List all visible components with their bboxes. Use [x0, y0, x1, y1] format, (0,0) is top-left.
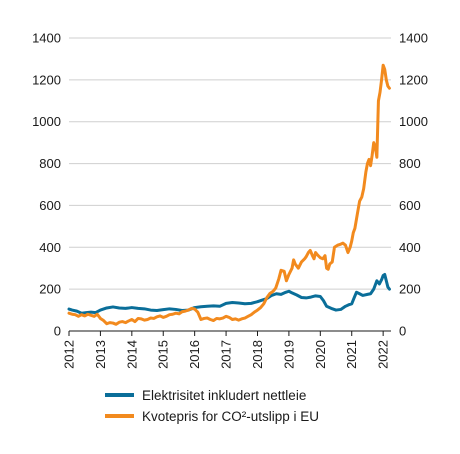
y-axis-left: 0 200 400 600 800 1000 1200 1400: [32, 31, 61, 339]
y-tick-label-right: 400: [399, 240, 421, 255]
y-tick-label-left: 0: [54, 324, 61, 339]
x-tick-label: 2012: [62, 340, 77, 369]
y-tick-label-right: 1000: [399, 114, 428, 129]
y-tick-label-left: 200: [39, 282, 61, 297]
y-tick-label-right: 200: [399, 282, 421, 297]
series-line-co2-price: [67, 63, 391, 326]
x-tick-label: 2013: [93, 340, 108, 369]
y-tick-label-right: 600: [399, 198, 421, 213]
x-axis: 2012 2013 2014 2015 2016 2017 2018 2019 2020 2021…: [62, 331, 391, 369]
x-tick-label: 2016: [187, 340, 202, 369]
y-tick-label-right: 1400: [399, 31, 428, 46]
x-tick-label: 2021: [344, 340, 359, 369]
y-tick-label-right: 0: [399, 324, 406, 339]
x-tick-label: 2015: [156, 340, 171, 369]
x-tick-label: 2017: [219, 340, 234, 369]
x-tick-label: 2019: [281, 340, 296, 369]
y-tick-label-left: 600: [39, 198, 61, 213]
y-tick-label-left: 800: [39, 156, 61, 171]
y-axis-right: 0 200 400 600 800 1000 1200 1400: [399, 31, 428, 339]
legend: Elektrisitet inkludert nettleie Kvotepris…: [105, 388, 319, 424]
x-tick-label: 2020: [313, 340, 328, 369]
y-tick-label-left: 1200: [32, 72, 61, 87]
grid-lines: [69, 37, 391, 332]
series-lines: [67, 63, 391, 326]
legend-label: Elektrisitet inkludert nettleie: [142, 388, 306, 403]
x-tick-label: 2018: [250, 340, 265, 369]
y-tick-label-left: 1400: [32, 31, 61, 46]
series-line-electricity: [67, 272, 391, 315]
y-tick-label-right: 800: [399, 156, 421, 171]
x-tick-label: 2014: [124, 340, 139, 369]
y-tick-label-left: 400: [39, 240, 61, 255]
legend-label: Kvotepris for CO²-utslipp i EU: [142, 409, 319, 424]
y-tick-label-right: 1200: [399, 72, 428, 87]
x-tick-label: 2022: [376, 340, 391, 369]
y-tick-label-left: 1000: [32, 114, 61, 129]
